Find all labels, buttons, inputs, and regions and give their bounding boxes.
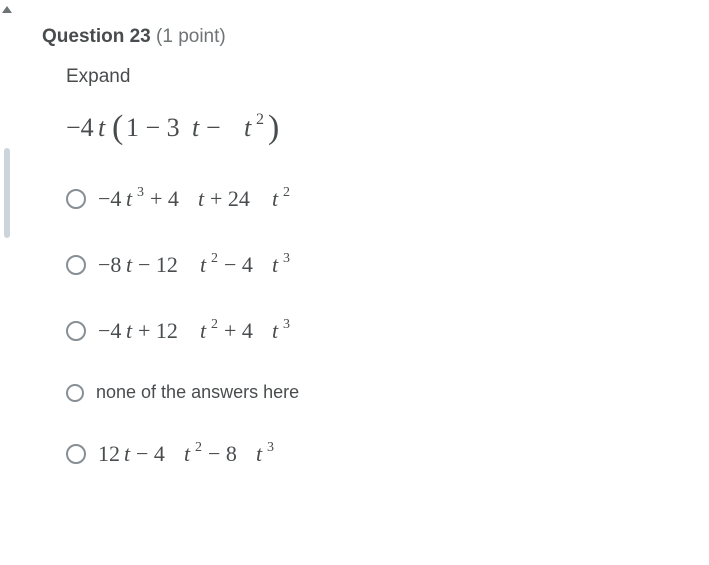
radio-icon[interactable]	[66, 321, 86, 341]
svg-text:t: t	[126, 252, 133, 277]
svg-text:t: t	[200, 318, 207, 343]
svg-text:t: t	[98, 113, 106, 142]
svg-text:t: t	[256, 441, 263, 466]
left-gutter	[0, 0, 12, 565]
option-e[interactable]: 12 t − 4 t 2 − 8 t 3	[66, 439, 689, 469]
svg-text:− 4: − 4	[224, 252, 253, 277]
question-number: Question 23	[42, 26, 151, 47]
option-d-text: none of the answers here	[96, 382, 299, 403]
svg-text:2: 2	[195, 440, 202, 455]
svg-text:−4: −4	[66, 113, 94, 142]
scrollbar-thumb[interactable]	[4, 148, 10, 238]
options-list: −4 t 3 + 4 t + 24 t 2 −8 t − 12 t	[66, 184, 689, 469]
option-c[interactable]: −4 t + 12 t 2 + 4 t 3	[66, 316, 689, 346]
option-d[interactable]: none of the answers here	[66, 382, 689, 403]
question-header: Question 23 (1 point)	[42, 26, 689, 48]
svg-text:+ 4: + 4	[224, 318, 253, 343]
option-b[interactable]: −8 t − 12 t 2 − 4 t 3	[66, 250, 689, 280]
svg-text:12: 12	[98, 441, 120, 466]
radio-icon[interactable]	[66, 444, 86, 464]
question-expression: −4 t ( 1 − 3 t − t 2 )	[66, 108, 689, 148]
svg-text:t: t	[272, 252, 279, 277]
svg-text:− 12: − 12	[138, 252, 178, 277]
question-points: (1 point)	[156, 26, 226, 47]
svg-text:t: t	[126, 318, 133, 343]
option-a[interactable]: −4 t 3 + 4 t + 24 t 2	[66, 184, 689, 214]
svg-text:−4: −4	[98, 186, 121, 211]
option-c-math: −4 t + 12 t 2 + 4 t 3	[98, 316, 328, 346]
radio-icon[interactable]	[66, 255, 86, 275]
svg-text:3: 3	[283, 251, 290, 266]
svg-text:3: 3	[137, 185, 144, 200]
svg-text:− 4: − 4	[136, 441, 165, 466]
svg-text:t: t	[272, 318, 279, 343]
option-b-math: −8 t − 12 t 2 − 4 t 3	[98, 250, 328, 280]
svg-text:2: 2	[211, 251, 218, 266]
svg-text:−4: −4	[98, 318, 121, 343]
svg-text:2: 2	[211, 317, 218, 332]
svg-text:(: (	[112, 109, 123, 146]
svg-text:t: t	[184, 441, 191, 466]
svg-text:2: 2	[283, 185, 290, 200]
svg-text:t: t	[272, 186, 279, 211]
option-e-math: 12 t − 4 t 2 − 8 t 3	[98, 439, 318, 469]
svg-text:2: 2	[256, 111, 264, 128]
svg-text:t: t	[126, 186, 133, 211]
question-instruction: Expand	[66, 66, 689, 88]
radio-icon[interactable]	[66, 189, 86, 209]
svg-text:3: 3	[267, 440, 274, 455]
question-block: Question 23 (1 point) Expand −4 t ( 1 − …	[42, 26, 689, 505]
svg-text:+ 12: + 12	[138, 318, 178, 343]
svg-text:3: 3	[283, 317, 290, 332]
option-a-math: −4 t 3 + 4 t + 24 t 2	[98, 184, 328, 214]
svg-text:t: t	[124, 441, 131, 466]
svg-text:): )	[268, 109, 279, 146]
math-expression-svg: −4 t ( 1 − 3 t − t 2 )	[66, 108, 304, 148]
svg-text:+ 24: + 24	[210, 186, 250, 211]
svg-text:−8: −8	[98, 252, 121, 277]
collapse-up-icon[interactable]	[2, 6, 12, 13]
svg-text:t: t	[200, 252, 207, 277]
svg-text:t: t	[198, 186, 205, 211]
svg-text:1 − 3: 1 − 3	[126, 113, 180, 142]
radio-icon[interactable]	[66, 384, 84, 402]
svg-text:− 8: − 8	[208, 441, 237, 466]
svg-text:t: t	[244, 113, 252, 142]
svg-text:+ 4: + 4	[150, 186, 179, 211]
svg-text:−: −	[206, 113, 221, 142]
svg-text:t: t	[192, 113, 200, 142]
